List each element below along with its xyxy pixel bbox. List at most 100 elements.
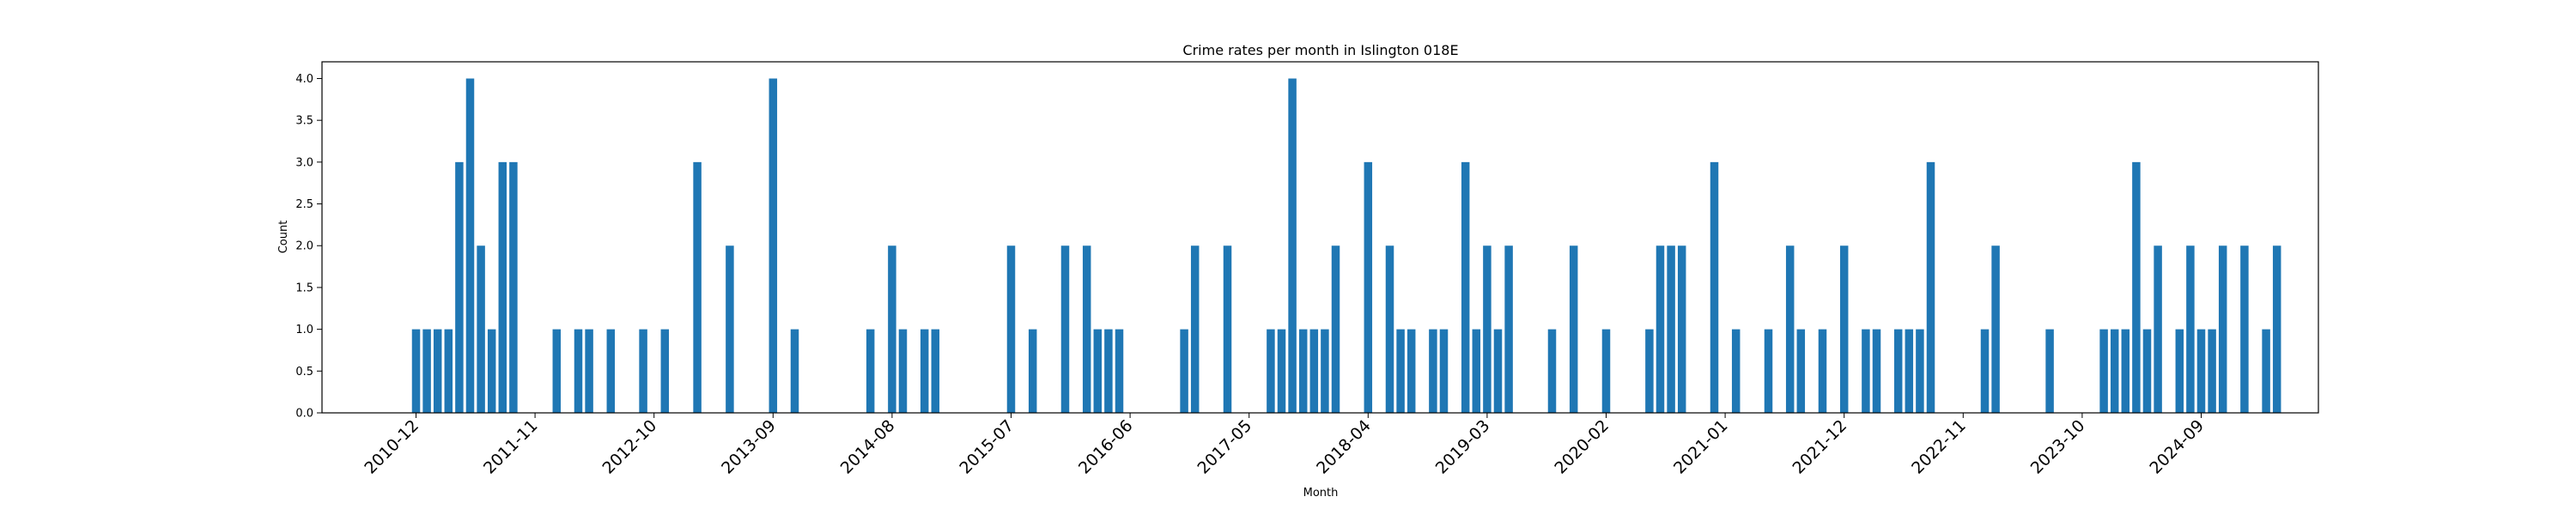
bar <box>1862 329 1870 413</box>
bar <box>1980 329 1990 413</box>
bar <box>1396 329 1405 413</box>
x-tick-label: 2021-12 <box>1789 416 1851 478</box>
bar <box>2154 245 2162 413</box>
x-tick-label: 2012-10 <box>599 416 661 478</box>
bar <box>639 329 647 413</box>
bar <box>1060 245 1070 413</box>
bar <box>898 329 908 413</box>
bar <box>693 161 702 414</box>
bar <box>1385 245 1394 413</box>
bar <box>585 329 593 413</box>
bar <box>920 329 929 413</box>
x-tick-label: 2015-07 <box>956 416 1018 478</box>
bar <box>2132 161 2141 414</box>
chart-title: Crime rates per month in Islington 018E <box>1182 42 1458 58</box>
bar <box>2045 329 2054 413</box>
bar <box>931 329 940 413</box>
bar <box>1093 329 1103 413</box>
bar <box>433 329 442 413</box>
bar <box>2272 245 2281 413</box>
bar <box>2142 329 2152 413</box>
x-tick-label: 2014-08 <box>837 416 899 478</box>
bars-group <box>411 78 2281 414</box>
bar <box>444 329 453 413</box>
bar <box>660 329 670 413</box>
bar <box>1731 329 1741 413</box>
x-tick-label: 2023-10 <box>2027 416 2089 478</box>
bar <box>574 329 583 413</box>
bar <box>769 78 778 413</box>
bar <box>2186 245 2195 413</box>
bar <box>1839 245 1849 413</box>
x-axis-label: Month <box>1303 487 1339 500</box>
bar <box>606 329 616 413</box>
x-tick-label: 2011-11 <box>480 416 542 478</box>
bar <box>1082 245 1091 413</box>
bar <box>1916 329 1924 413</box>
x-axis: 2010-12 2011-11 2012-10 2013-09 2014-08 2015-… <box>361 413 2208 478</box>
bar <box>2240 245 2249 413</box>
bar <box>1677 245 1686 413</box>
bar <box>1277 329 1286 413</box>
bar <box>1321 329 1329 413</box>
x-tick-label: 2018-04 <box>1313 416 1375 478</box>
x-tick-label: 2013-09 <box>718 416 780 478</box>
y-axis-label: Count <box>277 221 290 254</box>
bar <box>1785 245 1795 413</box>
y-tick-label: 3.5 <box>295 115 313 128</box>
bar <box>866 329 875 413</box>
bar <box>509 161 518 414</box>
x-tick-label: 2010-12 <box>361 416 422 478</box>
bar <box>2208 329 2216 413</box>
bar <box>1180 329 1188 413</box>
bar <box>1267 329 1275 413</box>
y-tick-label: 4.0 <box>295 73 313 86</box>
x-tick-label: 2021-01 <box>1670 416 1732 478</box>
bar <box>1309 329 1319 413</box>
y-tick-label: 0.5 <box>295 366 313 379</box>
x-tick-label: 2017-05 <box>1194 416 1256 478</box>
bar <box>2175 329 2184 413</box>
bar <box>1991 245 2000 413</box>
bar <box>1190 245 1200 413</box>
bar <box>2121 329 2130 413</box>
bar <box>1818 329 1827 413</box>
bar <box>1905 329 1914 413</box>
bar <box>2196 329 2206 413</box>
bar <box>1472 329 1481 413</box>
bar <box>455 161 464 414</box>
bar <box>498 161 507 414</box>
bar <box>477 245 485 413</box>
bar <box>1439 329 1449 413</box>
bar <box>1872 329 1881 413</box>
bar <box>1764 329 1773 413</box>
bar <box>1115 329 1124 413</box>
bar <box>1656 245 1665 413</box>
bar <box>487 329 496 413</box>
bar <box>790 329 799 413</box>
bar <box>552 329 562 413</box>
bar <box>1504 245 1513 413</box>
y-tick-label: 1.0 <box>295 324 313 336</box>
y-axis: 0.0 0.5 1.0 1.5 2.0 2.5 3.0 3.5 4.0 <box>295 73 322 421</box>
x-tick-label: 2024-09 <box>2146 416 2208 478</box>
bar <box>1483 245 1492 413</box>
bar <box>1429 329 1437 413</box>
bar <box>1569 245 1578 413</box>
bar <box>1547 329 1557 413</box>
bar <box>1364 161 1373 414</box>
bar <box>1223 245 1232 413</box>
bar <box>465 78 475 413</box>
bar <box>2262 329 2270 413</box>
bar <box>1493 329 1503 413</box>
bar <box>1645 329 1654 413</box>
bar <box>1926 161 1935 414</box>
bar <box>1331 245 1340 413</box>
bar <box>888 245 896 413</box>
plot-frame <box>321 61 2319 414</box>
bar <box>1028 329 1037 413</box>
bar <box>2218 245 2227 413</box>
bar <box>1006 245 1016 413</box>
bar <box>2110 329 2119 413</box>
